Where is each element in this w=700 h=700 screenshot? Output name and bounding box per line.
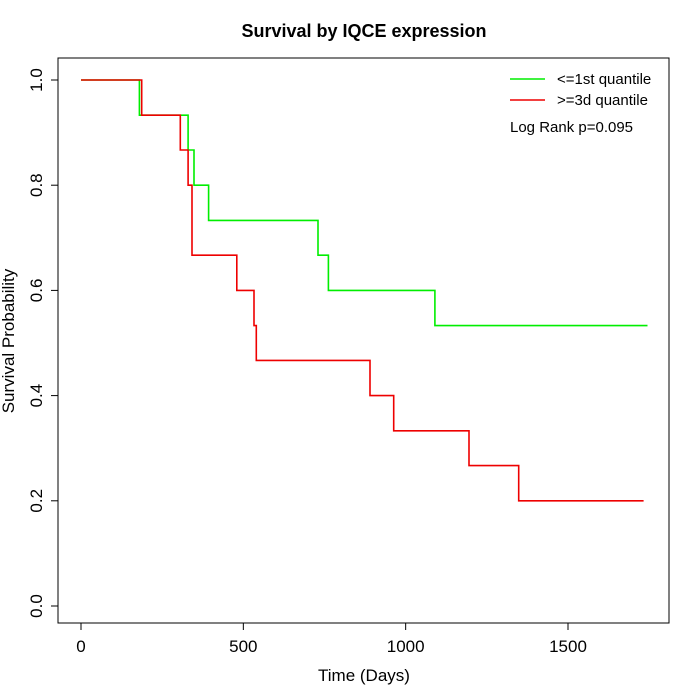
- legend: <=1st quantile >=3d quantile: [510, 71, 651, 109]
- survival-curve-low: [81, 79, 648, 327]
- y-tick-label: 0.4: [27, 384, 46, 408]
- chart-title: Survival by IQCE expression: [241, 21, 486, 41]
- y-tick-label: 0.6: [27, 279, 46, 303]
- x-axis: 0 500 1000 1500: [76, 622, 587, 656]
- legend-label-low: <=1st quantile: [557, 71, 651, 88]
- y-tick-label: 0.0: [27, 594, 46, 618]
- log-rank-annotation: Log Rank p=0.095: [510, 119, 633, 136]
- y-tick-label: 1.0: [27, 68, 46, 92]
- plot-frame: [57, 57, 670, 624]
- survival-curve-high: [81, 79, 644, 502]
- x-tick-label: 0: [76, 637, 85, 656]
- y-axis: 0.0 0.2 0.4 0.6 0.8 1.0: [27, 68, 59, 618]
- legend-label-high: >=3d quantile: [557, 92, 648, 109]
- y-tick-label: 0.8: [27, 173, 46, 197]
- x-axis-label: Time (Days): [318, 666, 410, 685]
- x-tick-label: 500: [229, 637, 257, 656]
- x-tick-label: 1000: [387, 637, 425, 656]
- x-tick-label: 1500: [549, 637, 587, 656]
- y-tick-label: 0.2: [27, 489, 46, 513]
- series-layer: [81, 79, 648, 502]
- y-axis-label: Survival Probability: [0, 268, 18, 413]
